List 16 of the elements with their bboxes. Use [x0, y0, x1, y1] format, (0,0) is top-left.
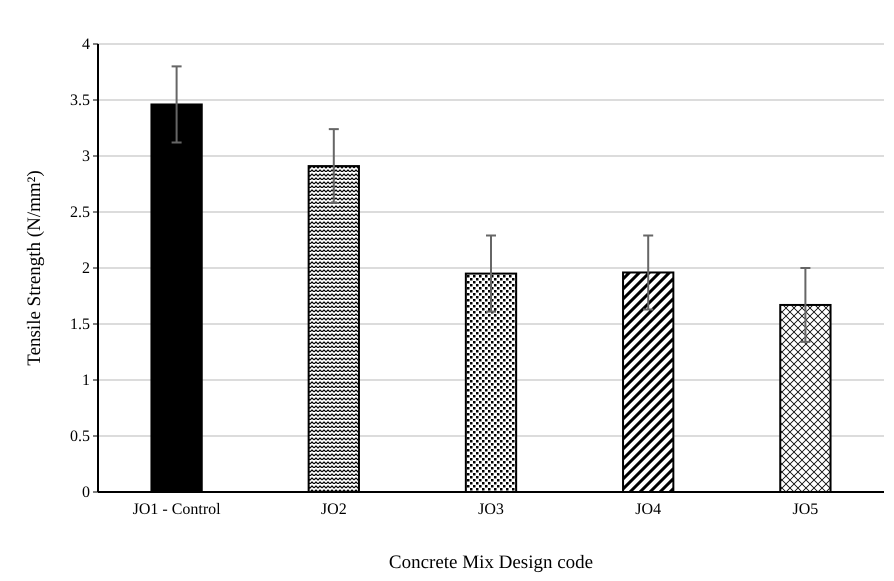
y-tick-label: 0: [82, 484, 90, 502]
y-tick-label: 1.5: [70, 316, 90, 334]
y-axis-title: Tensile Strength (N/mm²): [24, 170, 45, 366]
y-tick-label: 3.5: [70, 92, 90, 110]
y-tick-label: 0.5: [70, 428, 90, 446]
x-tick-label: JO5: [792, 501, 818, 518]
y-tick-label: 3: [82, 148, 90, 166]
x-tick-label: JO3: [478, 501, 504, 518]
x-tick-label: JO4: [635, 501, 662, 518]
x-tick-label: JO2: [320, 501, 347, 518]
x-axis-title: Concrete Mix Design code: [388, 552, 594, 573]
y-tick-label: 2.5: [70, 204, 90, 222]
y-tick-label: 2: [82, 260, 90, 278]
x-tick-label: JO1 - Control: [132, 501, 222, 518]
y-tick-label: 1: [82, 372, 90, 390]
y-tick-label: 4: [82, 36, 90, 54]
